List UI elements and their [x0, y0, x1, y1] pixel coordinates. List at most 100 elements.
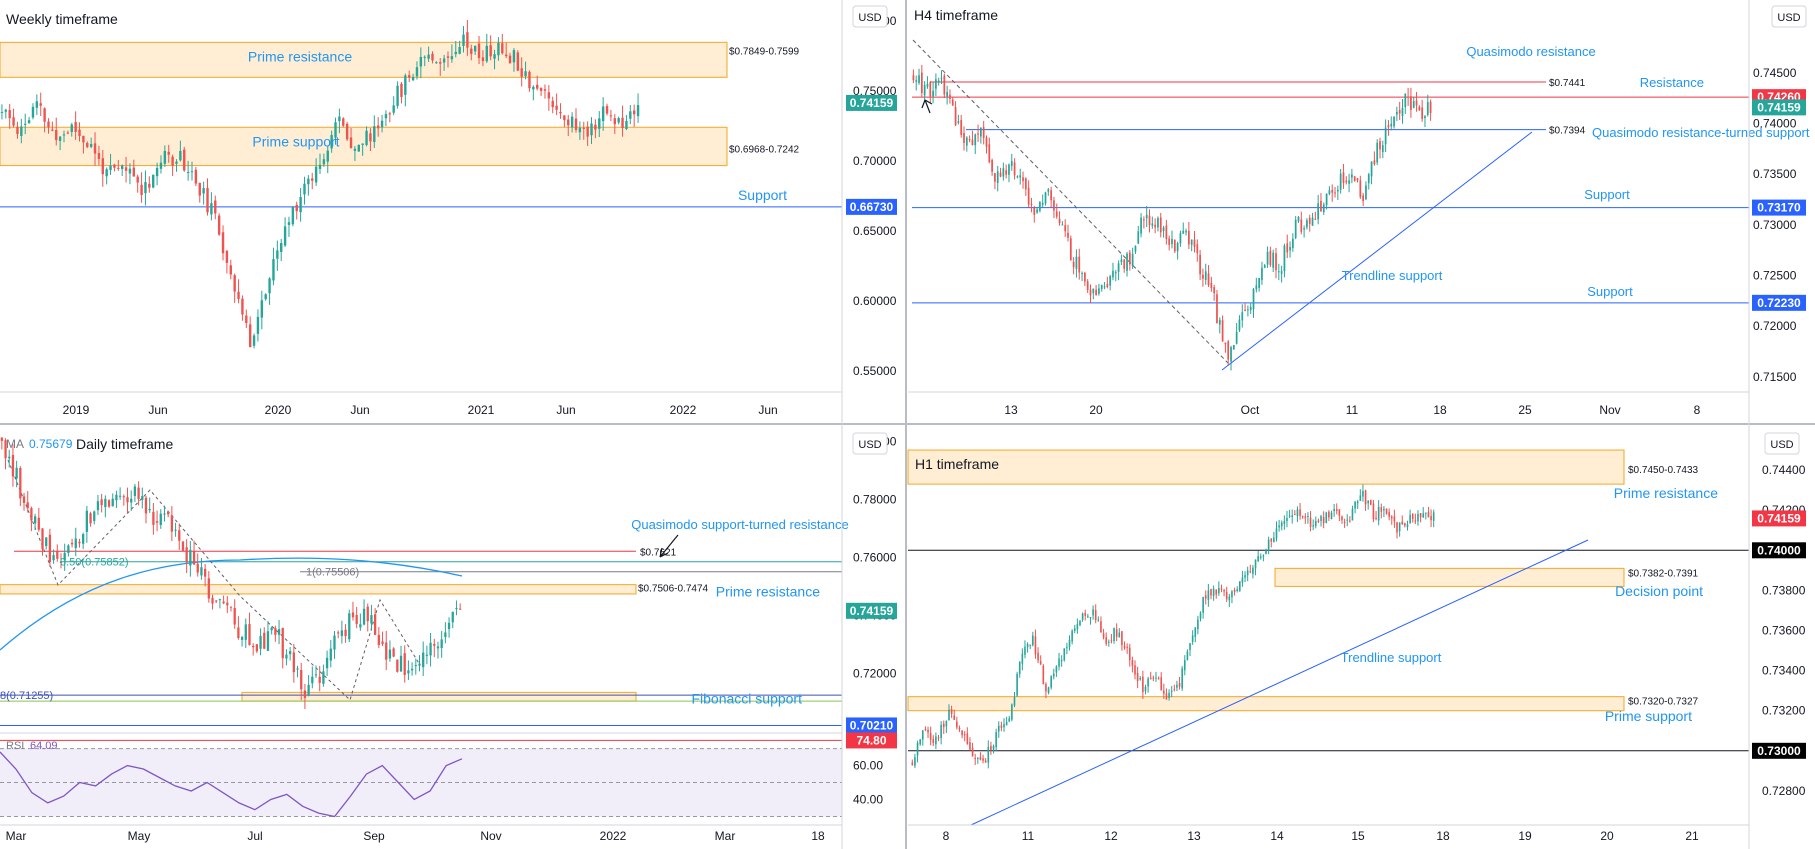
h4-price-badge-bg	[1752, 294, 1806, 311]
weekly-candle-body	[12, 117, 15, 126]
h4-candle-body	[1120, 259, 1123, 263]
h1-currency-button[interactable]: USD	[1764, 432, 1800, 455]
weekly-candle-body	[318, 164, 322, 169]
daily-candle-body	[211, 597, 214, 604]
weekly-candle-body	[532, 86, 535, 90]
h4-candle-body	[1207, 273, 1210, 286]
h4-candle-body	[1213, 287, 1216, 294]
weekly-time-axis[interactable]: 2019 Jun 2020 Jun 2021 Jun 2022 Jun	[63, 403, 778, 417]
h4-candle-body	[1370, 161, 1373, 177]
weekly-candle-body	[136, 176, 139, 183]
daily-candle-body	[399, 655, 403, 672]
weekly-candle-body	[380, 120, 384, 128]
weekly-candle-body	[605, 106, 609, 114]
h4-candle-body	[1187, 230, 1190, 245]
daily-candle-body	[126, 497, 129, 503]
daily-currency-button[interactable]: USD	[852, 432, 888, 455]
daily-ma-indicator-name[interactable]: MA	[6, 437, 24, 451]
weekly-candle-body	[268, 278, 271, 294]
h1-candle-body	[1375, 517, 1377, 519]
h1-candle-body	[1073, 628, 1076, 631]
h4-candle-body	[1342, 172, 1345, 183]
daily-candle-body	[85, 510, 89, 532]
h4-time-tick-label: Nov	[1599, 403, 1620, 417]
weekly-prime-support-zone[interactable]	[0, 126, 728, 167]
h4-price-tick-label: 0.72000	[1753, 319, 1797, 333]
daily-chart-panel[interactable]: $0.7621 Quasimodo support-turned resistan…	[0, 424, 897, 849]
h4-candle-body	[1047, 189, 1050, 192]
h4-price-axis[interactable]: 0.74500 0.74000 0.73500 0.73000 0.72500 0.720…	[1753, 66, 1797, 384]
h1-chart-panel[interactable]: $0.7450-0.7433 Prime resistance $0.7382-0.…	[907, 424, 1806, 849]
h4-candle-body	[1261, 267, 1263, 281]
h1-candle-body	[1045, 683, 1047, 692]
daily-candle-body	[48, 534, 52, 563]
daily-candle-body	[56, 551, 59, 559]
weekly-candle-body	[419, 56, 423, 67]
daily-candle-body	[111, 498, 114, 507]
h1-candle-body	[1121, 631, 1123, 646]
h1-candle-body	[1220, 588, 1223, 590]
h4-candle-body	[960, 119, 963, 135]
h4-quasimodo-support-label: Quasimodo resistance-turned support	[1592, 125, 1810, 140]
h1-price-tick-label: 0.72800	[1762, 784, 1806, 798]
h1-candle-body	[1314, 521, 1317, 526]
weekly-time-tick-label: Jun	[556, 403, 575, 417]
weekly-chart-panel[interactable]: Prime resistance Prime support $0.7849-0.7…	[0, 0, 897, 424]
weekly-candle-body	[276, 250, 279, 259]
daily-candle-body	[370, 615, 373, 624]
h1-candle-body	[1364, 490, 1367, 505]
h4-time-tick-label: 11	[1346, 403, 1359, 417]
daily-candle-body	[104, 498, 107, 508]
weekly-plot-area[interactable]: Prime resistance Prime support $0.7849-0.7…	[0, 20, 842, 349]
weekly-candle-body	[202, 188, 205, 194]
h1-plot-area[interactable]: $0.7450-0.7433 Prime resistance $0.7382-0.…	[907, 449, 1749, 826]
daily-prime-resistance-zone[interactable]	[0, 584, 637, 595]
h1-trendline-support[interactable]	[970, 539, 1589, 826]
weekly-currency-button[interactable]: USD	[852, 5, 888, 28]
h1-decision-point-zone[interactable]	[1274, 567, 1625, 587]
daily-time-axis[interactable]: Mar May Jul Sep Nov 2022 Mar 18	[6, 829, 825, 843]
h1-prime-resistance-zone[interactable]	[907, 449, 1625, 485]
daily-candle-body	[185, 547, 188, 563]
daily-candle-body	[240, 636, 244, 640]
h1-candle-body	[1346, 519, 1349, 521]
daily-rsi-tick-label: 40.00	[853, 793, 883, 807]
h1-candle-body	[1294, 514, 1296, 516]
h1-candle-body	[987, 746, 990, 763]
h1-price-badge-bg	[1752, 510, 1806, 527]
weekly-candle-body	[396, 85, 399, 106]
h4-trendline-support[interactable]	[1221, 131, 1533, 371]
daily-candle-body	[26, 502, 29, 509]
weekly-candle-body	[260, 300, 264, 318]
h4-candle-body	[1266, 251, 1269, 265]
h4-time-axis[interactable]: 13 20 Oct 11 18 25 Nov 8	[1004, 403, 1700, 417]
h4-chart-panel[interactable]: Quasimodo resistance $0.7441 Resistance $0.…	[908, 0, 1810, 424]
h4-candle-body	[1306, 220, 1308, 228]
h4-currency-button[interactable]: USD	[1771, 5, 1807, 28]
h1-candle-body	[1338, 509, 1341, 516]
h4-candle-body	[1322, 204, 1325, 213]
weekly-candle-body	[155, 167, 159, 177]
weekly-candle-body	[148, 183, 151, 188]
weekly-prime-resistance-zone[interactable]	[0, 41, 728, 78]
h4-support-label-upper: Support	[1584, 187, 1630, 202]
h4-candle-body	[1356, 178, 1359, 181]
h1-prime-support-zone[interactable]	[907, 696, 1625, 712]
weekly-candle-body	[547, 92, 551, 99]
h4-candle-body	[965, 137, 968, 146]
weekly-candle-body	[0, 111, 4, 113]
daily-candle-body	[440, 639, 443, 649]
weekly-candle-body	[159, 162, 163, 169]
h1-candle-body	[990, 745, 992, 751]
h1-candle-body	[1325, 512, 1328, 523]
h1-time-axis[interactable]: 8 11 12 13 14 15 18 19 20 21	[943, 829, 1699, 843]
weekly-candle-body	[361, 143, 364, 145]
weekly-candle-body	[283, 226, 287, 246]
daily-candle-body	[407, 670, 410, 674]
h1-candle-body	[1204, 595, 1207, 599]
daily-candle-body	[274, 628, 277, 635]
h4-plot-area[interactable]: Quasimodo resistance $0.7441 Resistance $0.…	[912, 39, 1810, 371]
weekly-candle-body	[74, 122, 77, 132]
daily-plot-area[interactable]: $0.7621 Quasimodo support-turned resistan…	[0, 437, 849, 818]
h4-candle-body	[1325, 193, 1328, 206]
